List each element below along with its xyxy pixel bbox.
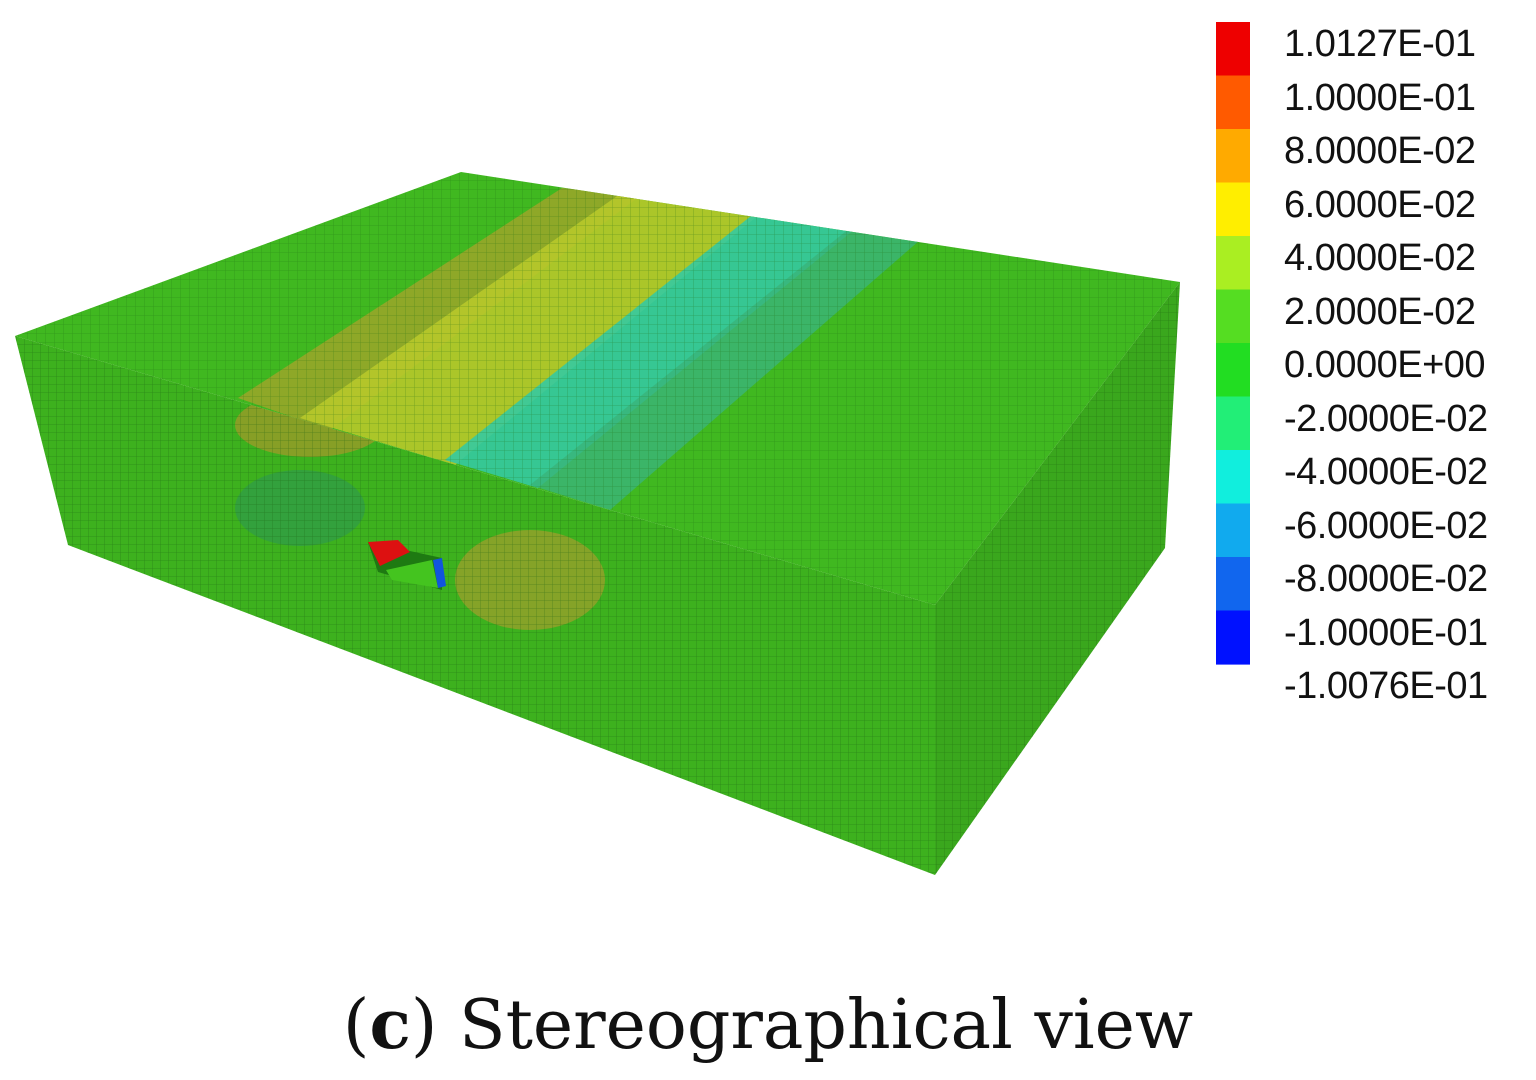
legend-swatch — [1216, 182, 1250, 237]
legend-label: 0.0000E+00 — [1284, 344, 1486, 386]
legend-label: -1.0000E-01 — [1284, 611, 1488, 654]
legend-label: -4.0000E-02 — [1284, 451, 1488, 493]
legend-label: 1.0000E-01 — [1284, 76, 1476, 119]
legend-label: 6.0000E-02 — [1284, 183, 1476, 226]
legend-swatch — [1216, 343, 1250, 398]
tunnel-opening — [368, 540, 446, 590]
legend-swatch — [1216, 450, 1250, 505]
legend-swatch — [1216, 396, 1250, 451]
figure-caption: (c) Stereographical view — [0, 985, 1536, 1065]
legend-label: -8.0000E-02 — [1284, 558, 1488, 600]
legend-swatch — [1216, 503, 1250, 558]
legend-label: -6.0000E-02 — [1284, 504, 1488, 547]
legend-swatch — [1216, 236, 1250, 291]
tunnel-blue-zone — [433, 558, 446, 588]
caption-letter: c — [369, 985, 411, 1065]
model-right-face — [935, 282, 1180, 875]
legend-color-bar — [1216, 22, 1250, 665]
legend-swatch — [1216, 557, 1250, 612]
legend-swatch — [1216, 129, 1250, 184]
legend-swatch — [1216, 610, 1250, 665]
legend-swatch — [1216, 22, 1250, 77]
legend-label: 8.0000E-02 — [1284, 130, 1476, 172]
legend-label: 4.0000E-02 — [1284, 237, 1476, 279]
legend-label: -1.0076E-01 — [1284, 665, 1488, 707]
tunnel-red-zone — [368, 540, 410, 566]
caption-open: ( — [342, 986, 370, 1065]
legend-swatch — [1216, 289, 1250, 344]
caption-text: ) Stereographical view — [410, 986, 1194, 1065]
legend-label: -2.0000E-02 — [1284, 397, 1488, 440]
legend-label: 2.0000E-02 — [1284, 290, 1476, 333]
legend-swatch — [1216, 75, 1250, 130]
legend-label: 1.0127E-01 — [1284, 23, 1476, 65]
